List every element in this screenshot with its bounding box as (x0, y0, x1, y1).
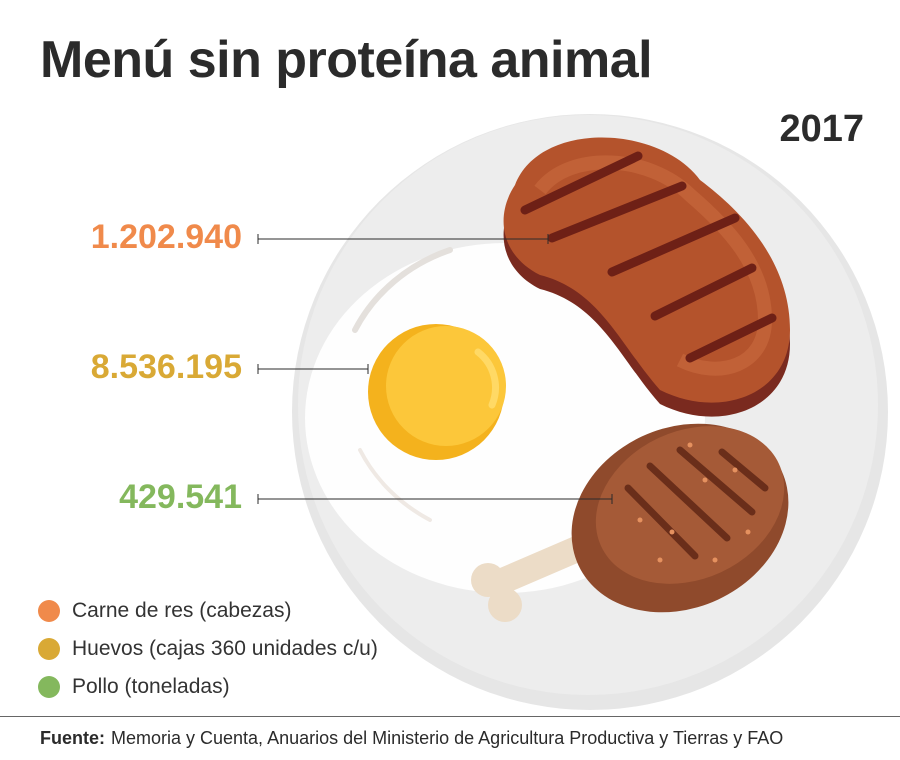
value-beef: 1.202.940 (90, 218, 242, 256)
legend-dot-beef (38, 600, 60, 622)
egg-icon (368, 324, 506, 460)
legend-label: Pollo (toneladas) (72, 675, 230, 698)
legend: Carne de res (cabezas) Huevos (cajas 360… (38, 592, 378, 706)
source-text: Memoria y Cuenta, Anuarios del Ministeri… (111, 728, 784, 748)
year-label: 2017 (779, 108, 864, 150)
chart-title: Menú sin proteína animal (40, 31, 653, 89)
legend-item: Carne de res (cabezas) (38, 592, 378, 630)
leader-lines (257, 234, 613, 504)
legend-item: Pollo (toneladas) (38, 668, 378, 706)
chicken-leg-icon (471, 423, 789, 622)
value-chicken: 429.541 (119, 478, 242, 516)
value-eggs: 8.536.195 (90, 348, 242, 386)
legend-label: Carne de res (cabezas) (72, 599, 292, 622)
footer-divider (0, 716, 900, 717)
legend-dot-eggs (38, 638, 60, 660)
legend-dot-chicken (38, 676, 60, 698)
legend-item: Huevos (cajas 360 unidades c/u) (38, 630, 378, 668)
legend-label: Huevos (cajas 360 unidades c/u) (72, 637, 378, 660)
steak-icon (503, 137, 790, 417)
source-note: Fuente: Memoria y Cuenta, Anuarios del Mi… (40, 728, 783, 749)
source-label: Fuente: (40, 728, 105, 748)
